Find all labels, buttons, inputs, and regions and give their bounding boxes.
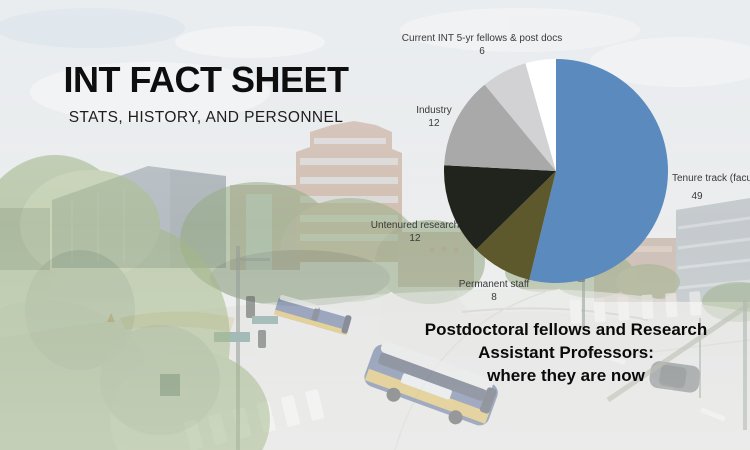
pie-label-text: Current INT 5-yr fellows & post docs [401,33,563,44]
pie-label-untenured-research: Untenured research 12 [371,219,459,245]
pie-slice-current-int-5-yr-fellows-post-docs [484,63,556,171]
footer-heading: Postdoctoral fellows and Research Assist… [425,318,707,387]
pie-slice-industry [444,84,556,171]
pie-label-value: 12 [409,233,421,244]
pie-label-permanent-staff: Permanent staff 8 [459,278,529,304]
pie-chart [444,59,668,283]
pie-label-industry: Industry 12 [416,104,452,130]
footer-line: where they are now [487,366,645,385]
pie-label-text: Untenured research [370,220,460,231]
pie-label-value: 8 [491,292,497,303]
pie-label-value: 6 [479,46,485,57]
pie-label-text: Tenure track (faculty) [672,173,750,184]
header: INT FACT SHEET STATS, HISTORY, AND PERSO… [40,59,372,127]
footer-line: Postdoctoral fellows and Research [424,320,708,339]
pie-label-current-fellows: Current INT 5-yr fellows & post docs 6 [402,32,562,58]
pie-slice-tenure-track-faculty [529,59,668,283]
pie-slice-untenured-research [444,165,556,250]
page-title: INT FACT SHEET [63,59,349,100]
footer-line: Assistant Professors: [478,343,654,362]
pie-label-tenure-track-value: 49 [686,190,708,203]
pie-label-text: Permanent staff [458,279,530,290]
pie-label-tenure-track: Tenure track (faculty) [672,172,750,185]
pie-label-text: Industry [416,105,452,116]
pie-label-value: 12 [428,118,440,129]
pie-slice-unlabeled [525,59,556,171]
pie-slice-permanent-staff [476,171,556,280]
page-subtitle: STATS, HISTORY, AND PERSONNEL [68,109,344,127]
pie-label-value: 49 [691,191,703,202]
